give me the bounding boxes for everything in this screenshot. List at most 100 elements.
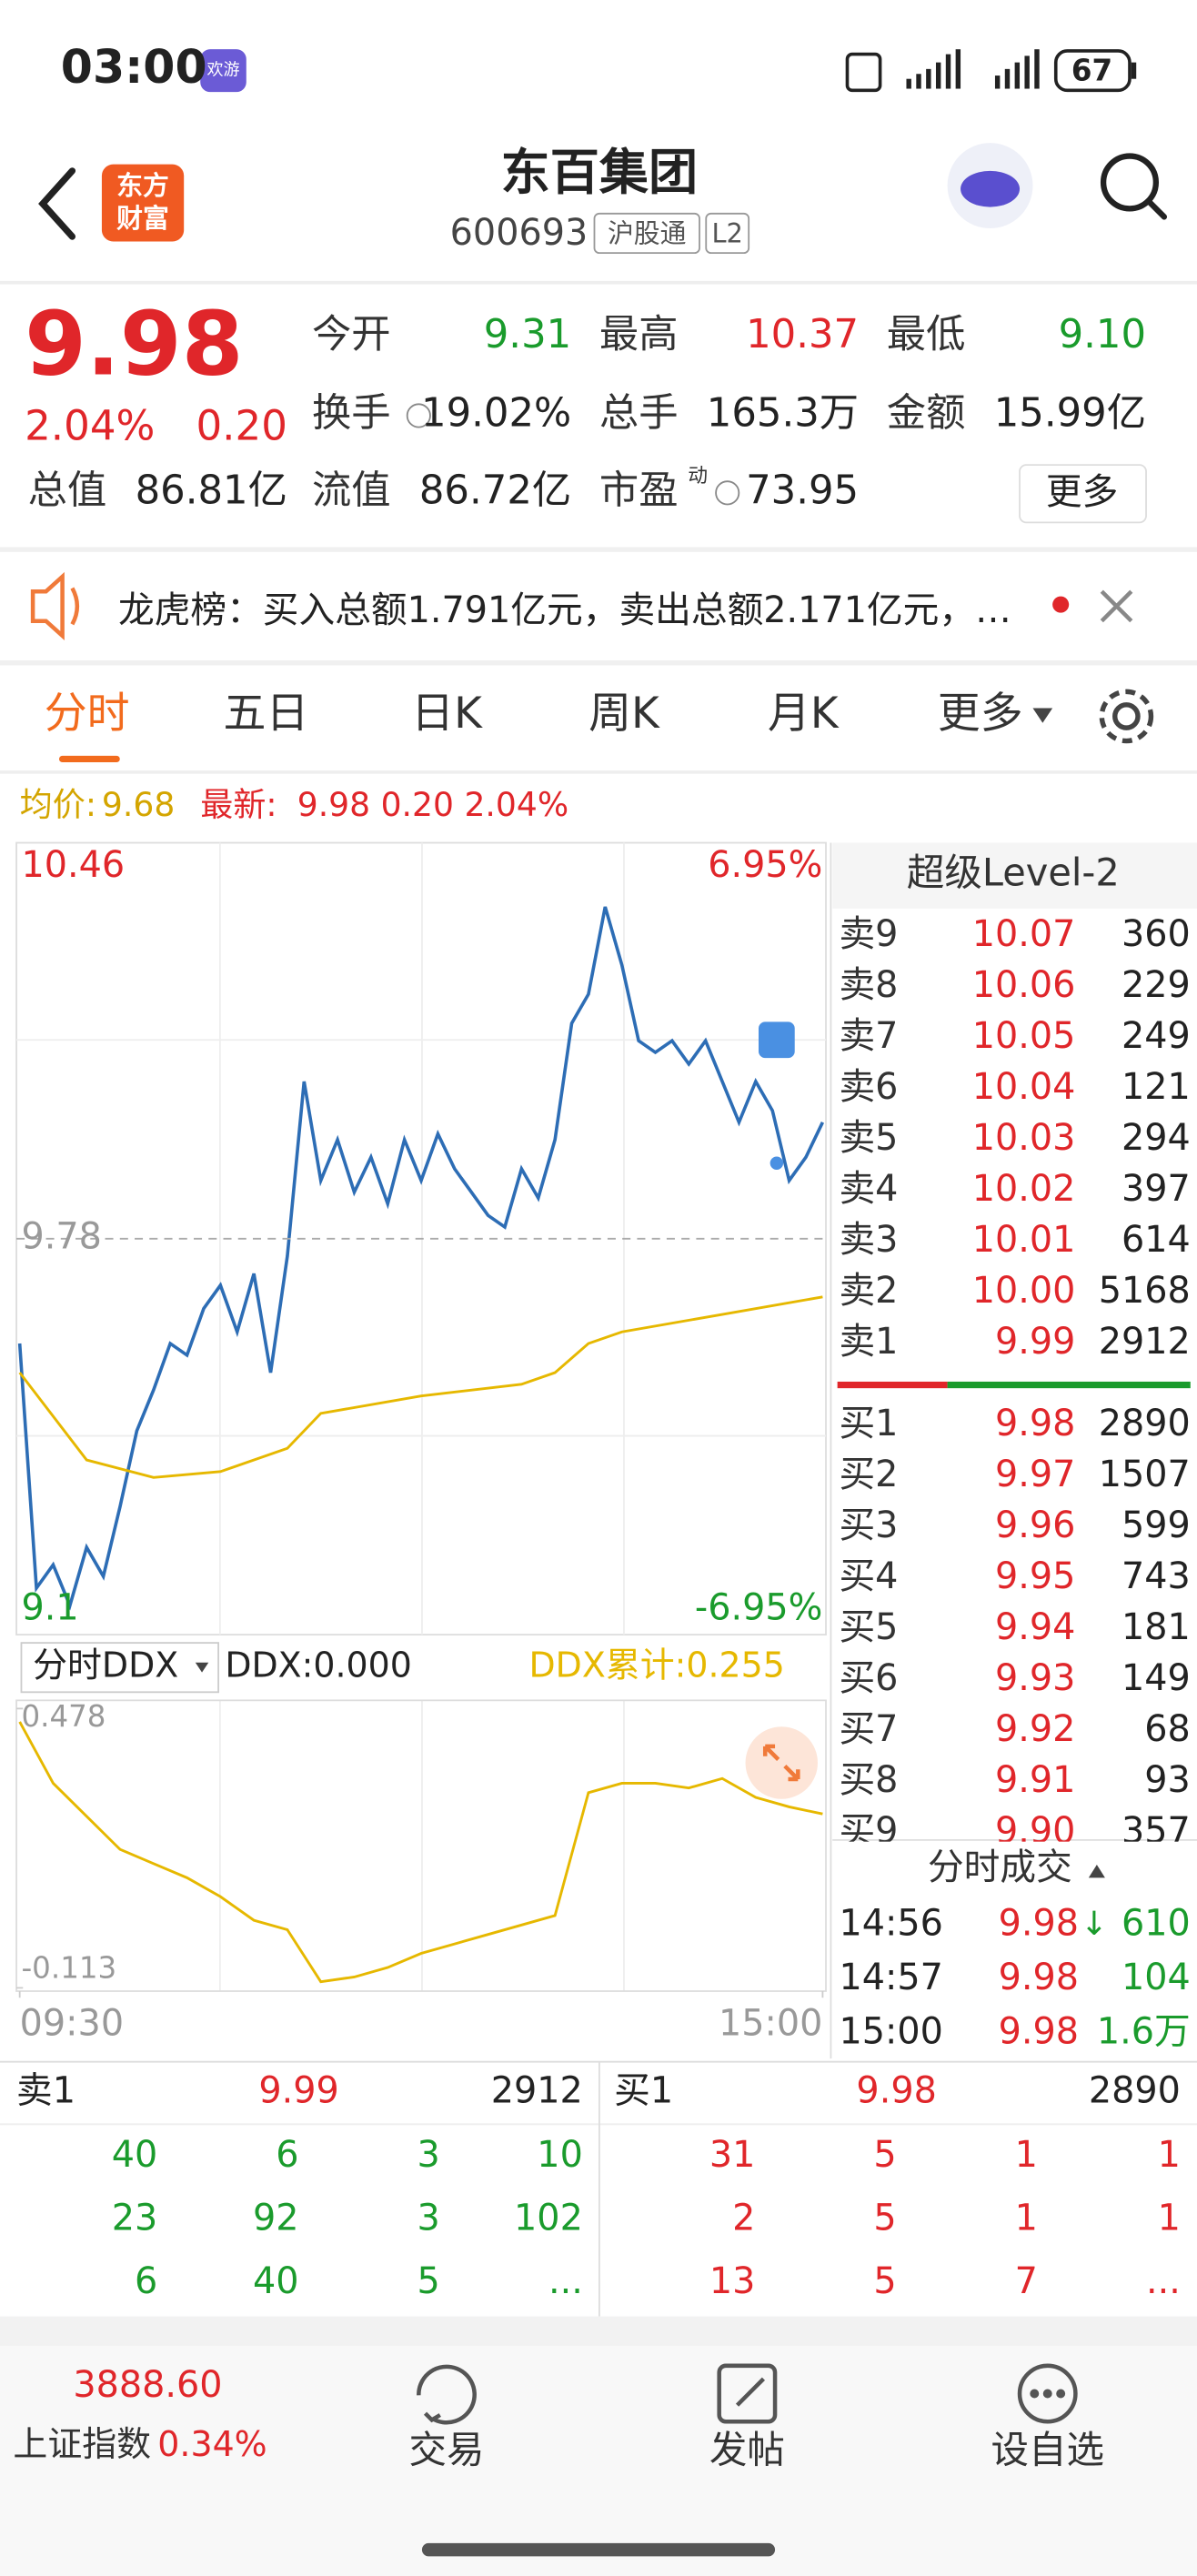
back-button[interactable] <box>38 167 76 240</box>
ddx-value: DDX:0.000 <box>225 1645 412 1685</box>
stat-value: 9.10 <box>1059 312 1146 357</box>
y-tick-label: -0.113 <box>21 1951 116 1986</box>
book-side: 买4 <box>839 1555 898 1597</box>
book-volume: 2890 <box>1099 1403 1191 1444</box>
book-side: 卖7 <box>839 1015 898 1057</box>
search-button[interactable] <box>1100 153 1168 220</box>
book-price: 10.05 <box>972 1015 1076 1057</box>
bid-bar <box>947 1381 1191 1389</box>
book-side: 买6 <box>839 1657 898 1699</box>
index-value: 3888.60 <box>73 2364 222 2406</box>
index-pct: 0.34% <box>157 2424 267 2464</box>
queue-order: 5 <box>873 2197 896 2239</box>
book-volume: 2912 <box>1099 1321 1191 1363</box>
avatar-face <box>961 170 1021 207</box>
book-price: 9.98 <box>995 1403 1075 1444</box>
info-icon <box>715 480 740 506</box>
queue-price: 9.99 <box>258 2069 338 2111</box>
stat-value: 19.02% <box>421 390 571 436</box>
logo-text: 财富 <box>116 203 169 234</box>
book-clip <box>832 1841 1197 1899</box>
book-side: 卖3 <box>839 1219 898 1261</box>
home-indicator <box>421 2542 776 2557</box>
tab[interactable]: 周K <box>588 689 660 739</box>
nav-item[interactable]: 设自选 <box>991 2428 1104 2472</box>
expand-icon <box>762 1744 800 1782</box>
book-volume: 743 <box>1122 1555 1191 1597</box>
book-price: 9.95 <box>995 1555 1075 1597</box>
book-side: 卖8 <box>839 964 898 1006</box>
settings-button[interactable] <box>1099 689 1154 744</box>
dropdown-arrow <box>195 1662 209 1673</box>
stat-value: 73.95 <box>746 468 859 513</box>
book-volume: 229 <box>1122 964 1191 1006</box>
book-volume: 93 <box>1144 1759 1191 1801</box>
queue-order: 1 <box>1015 2197 1038 2239</box>
speaker-icon <box>30 571 80 641</box>
tab[interactable]: 日K <box>411 689 483 739</box>
tab-indicator <box>58 755 120 763</box>
nav-item[interactable]: 发帖 <box>709 2428 785 2472</box>
tag: L2 <box>711 217 742 248</box>
tab[interactable]: 月K <box>768 689 840 739</box>
spacer <box>0 2316 1197 2347</box>
divider <box>0 547 1197 552</box>
queue-order: 40 <box>253 2260 299 2302</box>
nav-item[interactable]: 交易 <box>409 2428 485 2472</box>
trade-time: 14:57 <box>839 1957 942 1998</box>
signal-marker <box>759 1021 795 1059</box>
tab[interactable]: 五日 <box>224 689 309 739</box>
ddx-selector[interactable] <box>20 1642 219 1694</box>
level2-header <box>832 842 1197 909</box>
series-line <box>18 1295 823 1479</box>
queue-order: 5 <box>873 2134 896 2176</box>
index-name: 上证指数 <box>13 2424 151 2464</box>
close-button[interactable] <box>1100 589 1133 623</box>
stat-label: 总值 <box>28 468 107 513</box>
book-volume: 181 <box>1122 1606 1191 1648</box>
queue-order: ... <box>548 2260 583 2302</box>
more-button[interactable] <box>1019 464 1147 524</box>
badge-text: 欢游 <box>206 61 239 80</box>
queue-order: 5 <box>873 2260 896 2302</box>
book-volume: 121 <box>1122 1066 1191 1108</box>
app-logo <box>101 164 185 242</box>
book-side: 买3 <box>839 1504 898 1546</box>
queue-order: 3 <box>417 2134 440 2176</box>
book-side: 卖2 <box>839 1270 898 1312</box>
book-price: 10.07 <box>972 913 1076 955</box>
ddx-total: DDX累计:0.255 <box>529 1645 785 1685</box>
stat-label: 今开 <box>312 312 391 357</box>
nav-icons <box>417 2363 1078 2425</box>
stat-label: 最高 <box>599 312 679 357</box>
change: 0.20 <box>196 401 287 449</box>
book-volume: 360 <box>1122 913 1191 955</box>
y-tick-label: 10.46 <box>21 844 125 886</box>
x-tick-label: 15:00 <box>719 2002 822 2044</box>
book-price: 9.96 <box>995 1504 1075 1546</box>
book-volume: 599 <box>1122 1504 1191 1546</box>
latest-value: 9.98 0.20 2.04% <box>297 785 568 824</box>
tab[interactable]: 分时 <box>45 689 130 739</box>
tab[interactable]: 更多 <box>938 689 1023 739</box>
logo-text: 东方 <box>116 170 169 201</box>
expand-button[interactable] <box>745 1726 818 1799</box>
book-price: 10.04 <box>972 1066 1076 1108</box>
stock-code: 600693 <box>450 212 588 254</box>
book-side: 买2 <box>839 1454 898 1495</box>
queue-order: 2 <box>732 2197 755 2239</box>
book-price: 9.93 <box>995 1657 1075 1699</box>
ddx-chart-frame <box>15 1699 827 1992</box>
stat-label: 最低 <box>887 312 966 357</box>
trade-time: 14:56 <box>839 1902 942 1944</box>
price: 9.98 <box>25 292 244 396</box>
queue-order: ... <box>1146 2260 1181 2302</box>
queue-order: 7 <box>1015 2260 1038 2302</box>
series-line <box>17 906 825 1611</box>
queue-volume: 2890 <box>1089 2069 1181 2111</box>
book-volume: 614 <box>1122 1219 1191 1261</box>
book-price: 10.01 <box>972 1219 1076 1261</box>
series-line <box>18 1721 823 1984</box>
book-volume: 5168 <box>1099 1270 1191 1312</box>
